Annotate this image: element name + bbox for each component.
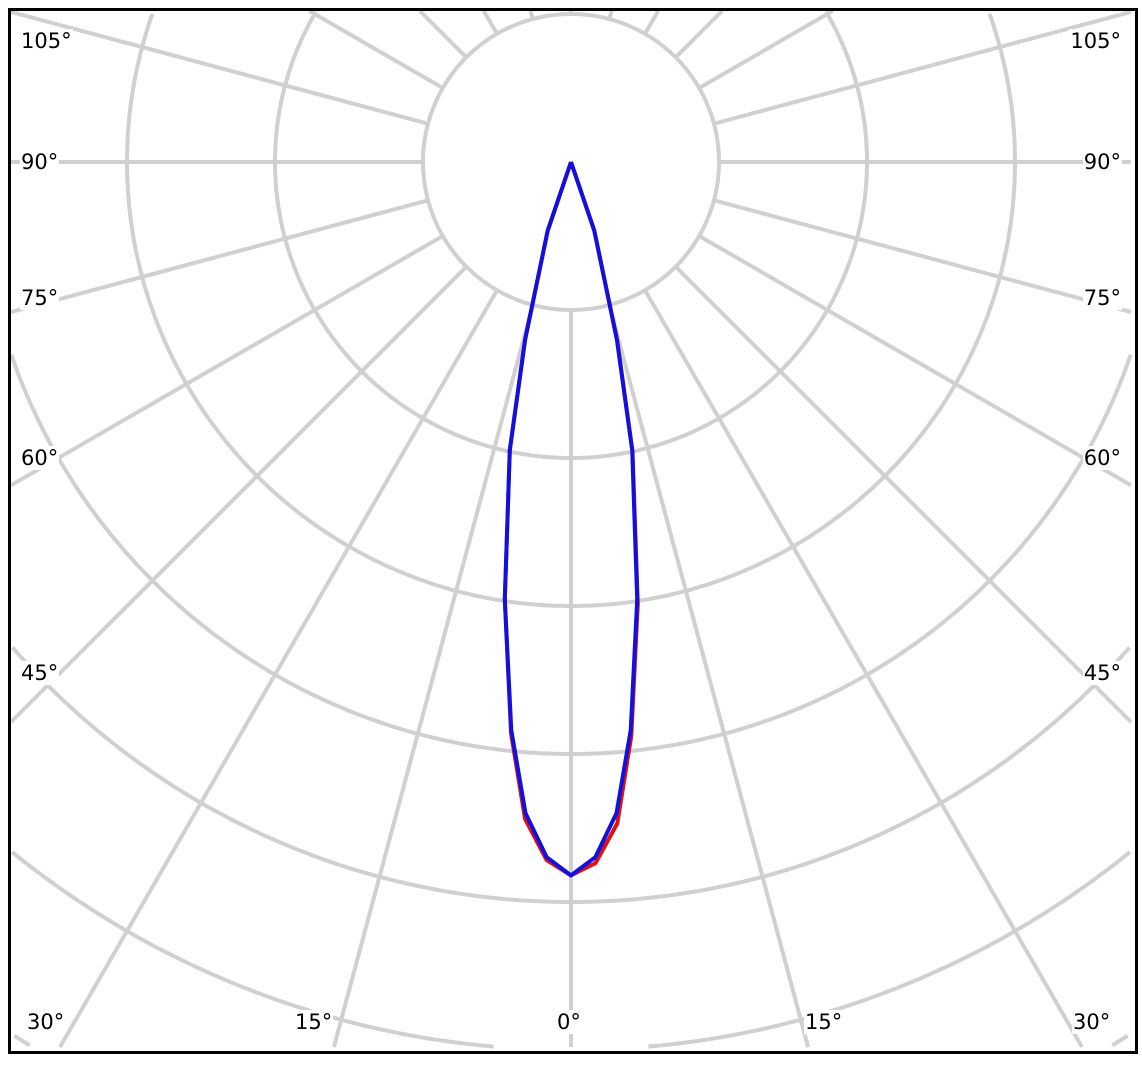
angle-label-left-60: 60° xyxy=(20,446,60,470)
angle-label-right-45: 45° xyxy=(1082,661,1122,685)
grid-spoke xyxy=(713,198,1132,315)
angle-label-bottom-15-left: 15° xyxy=(294,1010,334,1034)
angle-label-right-105: 105° xyxy=(1069,29,1122,53)
grid-spoke xyxy=(9,234,444,488)
angle-label-right-90: 90° xyxy=(1082,150,1122,174)
grid-ring xyxy=(13,1034,1129,1048)
grid-spoke xyxy=(58,289,499,1049)
angle-label-right-75: 75° xyxy=(1082,286,1122,310)
grid-spoke xyxy=(607,304,811,1048)
grid-spoke xyxy=(674,265,1133,724)
grid-spoke xyxy=(674,9,724,59)
grid-spoke xyxy=(10,9,429,126)
grid-ring xyxy=(10,850,1132,1049)
grid-spoke xyxy=(9,265,468,724)
angle-label-bottom-15-right: 15° xyxy=(804,1010,844,1034)
angle-label-bottom-30-left: 30° xyxy=(26,1010,66,1034)
angle-label-left-105: 105° xyxy=(20,29,73,53)
angle-label-left-75: 75° xyxy=(20,286,60,310)
polar-grid xyxy=(9,9,1133,1049)
grid-spoke xyxy=(643,289,1084,1049)
grid-spoke xyxy=(528,10,535,20)
grid-spoke xyxy=(308,9,444,90)
grid-spoke xyxy=(713,9,1132,126)
plot-frame xyxy=(8,8,1138,1054)
angle-label-right-60: 60° xyxy=(1082,446,1122,470)
grid-spoke xyxy=(331,304,535,1048)
intensity-curve-2 xyxy=(502,161,640,878)
grid-spoke xyxy=(10,198,429,315)
intensity-curves xyxy=(502,161,640,878)
grid-spoke xyxy=(482,9,499,35)
grid-spoke xyxy=(418,9,468,59)
grid-ring xyxy=(125,13,1017,608)
grid-spoke xyxy=(643,9,660,35)
angle-label-left-90: 90° xyxy=(20,150,60,174)
grid-spoke xyxy=(698,234,1133,488)
grid-spoke xyxy=(607,10,614,20)
angle-label-left-45: 45° xyxy=(20,661,60,685)
grid-spoke xyxy=(698,9,834,90)
angle-label-bottom-0: 0° xyxy=(556,1010,582,1034)
angle-label-bottom-30-right: 30° xyxy=(1072,1010,1112,1034)
